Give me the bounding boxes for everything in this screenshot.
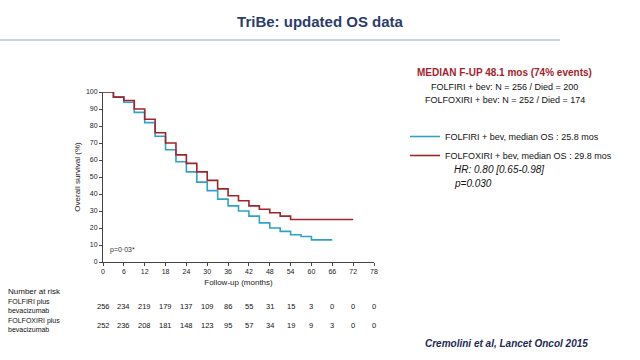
svg-text:57: 57 — [245, 321, 253, 330]
svg-text:3: 3 — [309, 302, 313, 311]
svg-text:256: 256 — [97, 302, 110, 311]
svg-text:30: 30 — [90, 207, 98, 214]
svg-text:236: 236 — [117, 321, 130, 330]
svg-text:80: 80 — [90, 122, 98, 129]
svg-text:FOLFIRI + bev, median OS : 25.: FOLFIRI + bev, median OS : 25.8 mos — [445, 132, 599, 142]
svg-text:40: 40 — [90, 190, 98, 197]
svg-text:86: 86 — [224, 302, 232, 311]
svg-text:FOLFOXIRI + bev: N = 252 / Die: FOLFOXIRI + bev: N = 252 / Died = 174 — [425, 95, 585, 105]
svg-text:FOLFOXIRI + bev, median OS : 2: FOLFOXIRI + bev, median OS : 29.8 mos — [445, 151, 612, 161]
svg-text:3: 3 — [330, 321, 334, 330]
svg-text:TriBe: updated OS data: TriBe: updated OS data — [237, 13, 404, 30]
svg-text:12: 12 — [141, 268, 149, 275]
svg-text:9: 9 — [309, 321, 313, 330]
svg-text:34: 34 — [266, 321, 274, 330]
svg-text:123: 123 — [201, 321, 214, 330]
svg-text:70: 70 — [90, 139, 98, 146]
svg-text:208: 208 — [138, 321, 151, 330]
svg-text:219: 219 — [138, 302, 151, 311]
svg-text:252: 252 — [97, 321, 110, 330]
svg-text:54: 54 — [287, 268, 295, 275]
svg-text:0: 0 — [351, 302, 355, 311]
svg-text:p=0.030: p=0.030 — [454, 178, 492, 189]
svg-text:234: 234 — [117, 302, 130, 311]
svg-text:19: 19 — [287, 321, 295, 330]
svg-text:66: 66 — [328, 268, 336, 275]
svg-text:100: 100 — [86, 88, 98, 95]
svg-text:0: 0 — [101, 268, 105, 275]
svg-text:15: 15 — [287, 302, 295, 311]
svg-text:p=0·03*: p=0·03* — [110, 246, 135, 254]
svg-text:FOLFIRI + bev: N = 256 / Died: FOLFIRI + bev: N = 256 / Died = 200 — [431, 82, 578, 92]
svg-text:0: 0 — [351, 321, 355, 330]
svg-text:31: 31 — [266, 302, 274, 311]
svg-text:50: 50 — [90, 173, 98, 180]
svg-text:0: 0 — [372, 321, 376, 330]
svg-text:24: 24 — [182, 268, 190, 275]
svg-text:55: 55 — [245, 302, 253, 311]
svg-text:0: 0 — [372, 302, 376, 311]
svg-text:72: 72 — [349, 268, 357, 275]
svg-text:90: 90 — [90, 105, 98, 112]
svg-text:0: 0 — [330, 302, 334, 311]
svg-text:36: 36 — [224, 268, 232, 275]
svg-text:HR: 0.80 [0.65-0.98]: HR: 0.80 [0.65-0.98] — [454, 164, 544, 175]
svg-text:78: 78 — [370, 268, 378, 275]
svg-text:Overall survival (%): Overall survival (%) — [73, 142, 82, 212]
svg-text:20: 20 — [90, 224, 98, 231]
svg-text:42: 42 — [245, 268, 253, 275]
svg-text:10: 10 — [90, 241, 98, 248]
svg-text:0: 0 — [94, 258, 98, 265]
svg-text:6: 6 — [122, 268, 126, 275]
svg-text:179: 179 — [159, 302, 172, 311]
svg-text:95: 95 — [224, 321, 232, 330]
svg-text:181: 181 — [159, 321, 172, 330]
svg-text:18: 18 — [162, 268, 170, 275]
svg-text:109: 109 — [201, 302, 214, 311]
svg-text:Follow-up (months): Follow-up (months) — [204, 278, 273, 287]
svg-text:30: 30 — [203, 268, 211, 275]
svg-text:60: 60 — [308, 268, 316, 275]
svg-text:48: 48 — [266, 268, 274, 275]
svg-text:60: 60 — [90, 156, 98, 163]
svg-text:Cremolini et al, Lancet Oncol: Cremolini et al, Lancet Oncol 2015 — [425, 338, 588, 349]
svg-text:148: 148 — [180, 321, 193, 330]
svg-text:FOLFIRI plusbevacizumab: FOLFIRI plusbevacizumab — [8, 298, 50, 314]
svg-text:Number at risk: Number at risk — [8, 287, 61, 296]
svg-text:MEDIAN F-UP 48.1 mos (74% even: MEDIAN F-UP 48.1 mos (74% events) — [417, 67, 592, 78]
svg-text:137: 137 — [180, 302, 193, 311]
svg-text:FOLFOXIRI plusbevacizumab: FOLFOXIRI plusbevacizumab — [8, 317, 60, 333]
